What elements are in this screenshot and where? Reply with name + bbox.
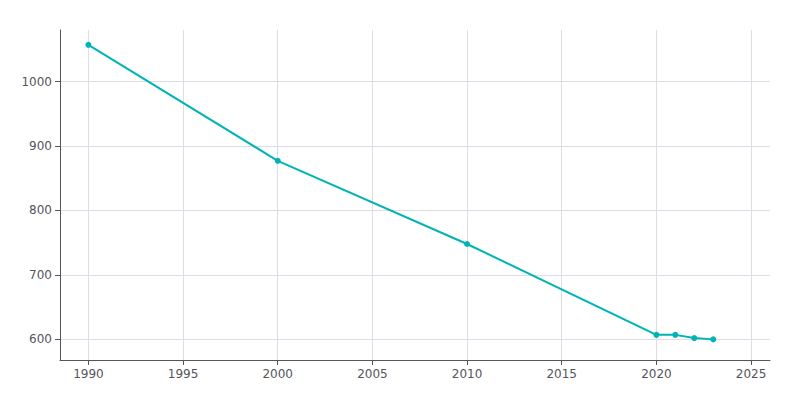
svg-text:2005: 2005	[357, 367, 388, 381]
svg-text:2020: 2020	[641, 367, 672, 381]
svg-text:800: 800	[29, 203, 52, 217]
svg-text:2025: 2025	[736, 367, 767, 381]
svg-text:2015: 2015	[546, 367, 577, 381]
svg-text:900: 900	[29, 139, 52, 153]
svg-text:2010: 2010	[452, 367, 483, 381]
svg-text:600: 600	[29, 332, 52, 346]
svg-text:1995: 1995	[168, 367, 199, 381]
svg-text:1000: 1000	[21, 75, 52, 89]
svg-text:1990: 1990	[73, 367, 104, 381]
svg-text:2000: 2000	[262, 367, 293, 381]
svg-text:700: 700	[29, 268, 52, 282]
